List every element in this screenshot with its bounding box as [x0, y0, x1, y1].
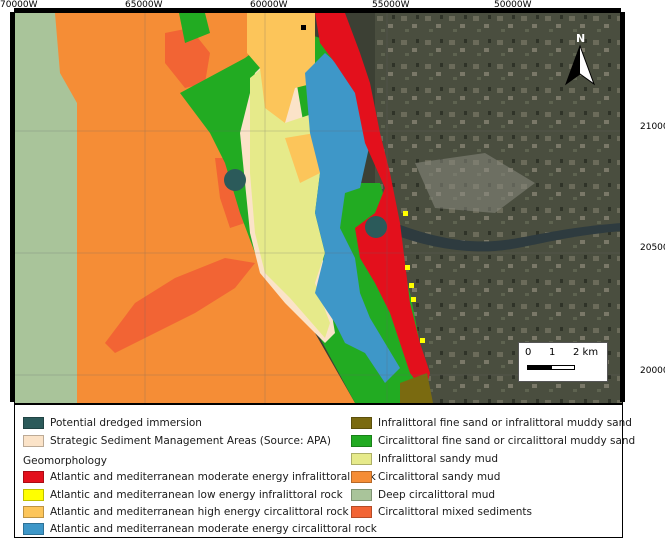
scale-segment: [527, 365, 551, 370]
river: [395, 223, 622, 252]
zone-circalittoral-mixed-sediments: [165, 28, 210, 88]
zone-low-energy-infralittoral-rock: [405, 265, 410, 270]
zone-moderate-energy-infralittoral-rock: [315, 13, 430, 393]
legend-item: Circalittoral mixed sediments: [351, 506, 532, 518]
scale-label: 0: [525, 347, 532, 358]
zone-high-energy-circalittoral-rock: [285, 133, 320, 183]
zone-low-energy-infralittoral-rock: [409, 283, 414, 288]
map-canvas[interactable]: [14, 12, 623, 404]
zone-moderate-energy-circalittoral-rock: [305, 53, 400, 383]
zone-circalittoral-mixed-sediments: [105, 258, 255, 353]
coord-label-right: 205000N: [640, 243, 665, 253]
scale-label: 2 km: [573, 347, 599, 358]
legend-swatch: [23, 417, 44, 429]
map-frame-right: [620, 12, 625, 402]
zone-high-energy-circalittoral-rock: [247, 13, 315, 123]
zone-low-energy-infralittoral-rock: [411, 297, 416, 302]
legend-swatch: [23, 435, 44, 447]
dredged-immersion-marker: [224, 169, 246, 191]
legend-item: Circalittoral fine sand or circalittoral…: [351, 435, 635, 447]
coord-label-top: 60000W: [250, 0, 288, 10]
coord-label-right: 200000N: [640, 366, 665, 376]
scale-bar: 0 1 2 km: [518, 342, 608, 382]
zone-infralittoral-fine-sand: [400, 373, 433, 403]
zone-deep-circalittoral-mud: [15, 13, 77, 403]
urban-area: [415, 153, 535, 213]
legend-item: Atlantic and mediterranean moderate ener…: [23, 523, 377, 535]
legend-item: Deep circalittoral mud: [351, 489, 495, 501]
coord-label-top: 70000W: [0, 0, 38, 10]
coord-label-top: 65000W: [125, 0, 163, 10]
map-frame-top: [14, 8, 621, 13]
north-label: N: [576, 32, 586, 45]
zone-low-energy-infralittoral-rock: [420, 338, 425, 343]
map-frame-left: [10, 12, 15, 402]
coord-label-top: 55000W: [372, 0, 410, 10]
legend-header-geomorphology: Geomorphology: [23, 455, 107, 467]
legend-item: Infralittoral fine sand or infralittoral…: [351, 417, 632, 429]
legend-item-dredged: Potential dredged immersion: [23, 417, 202, 429]
scale-segment: [551, 365, 575, 370]
legend-item: Atlantic and mediterranean high energy c…: [23, 506, 349, 518]
north-arrow-icon: [564, 44, 596, 86]
legend-item: Atlantic and mediterranean low energy in…: [23, 489, 343, 501]
coord-label-top: 50000W: [494, 0, 532, 10]
legend-item: Circalittoral sandy mud: [351, 471, 500, 483]
coord-label-right: 210000N: [640, 122, 665, 132]
dredged-immersion-marker: [365, 216, 387, 238]
zone-low-energy-infralittoral-rock: [301, 25, 306, 30]
legend-item: Infralittoral sandy mud: [351, 453, 498, 465]
legend-item: Atlantic and mediterranean moderate ener…: [23, 471, 376, 483]
map-layers: [15, 13, 622, 403]
legend-item-ssma: Strategic Sediment Management Areas (Sou…: [23, 435, 331, 447]
zone-circalittoral-fine-sand: [179, 13, 210, 43]
legend-panel: Potential dredged immersion Strategic Se…: [14, 404, 635, 538]
scale-label: 1: [549, 347, 556, 358]
zone-low-energy-infralittoral-rock: [403, 211, 408, 216]
